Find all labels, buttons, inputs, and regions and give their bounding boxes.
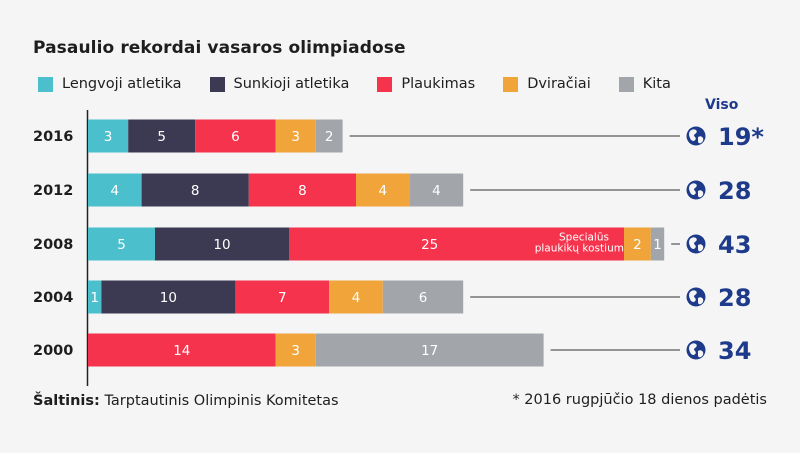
data-label: 8: [298, 183, 307, 199]
legend-item: Sunkioji atletika: [209, 76, 350, 92]
data-label: 2: [633, 237, 642, 253]
data-label: 4: [432, 183, 441, 199]
data-label: 25: [421, 237, 438, 253]
legend-label: Lengvoji atletika: [62, 76, 182, 92]
source-note: Šaltinis: Tarptautinis Olimpinis Komitet…: [33, 393, 339, 409]
bar-segment: [88, 333, 276, 367]
bar-segment: [289, 227, 624, 261]
data-label: 4: [379, 183, 388, 199]
category-label: 2012: [33, 183, 73, 199]
category-label: 2008: [33, 237, 73, 253]
bar-segment: [88, 173, 142, 207]
legend-label: Sunkioji atletika: [233, 76, 350, 92]
bar-segment: [409, 173, 464, 207]
bar-segment: [155, 227, 289, 261]
data-label: 6: [231, 129, 240, 145]
globe-icon: [686, 234, 706, 254]
data-label: 1: [653, 237, 662, 253]
data-label: 5: [157, 129, 166, 145]
data-label: 10: [160, 290, 177, 306]
bar-segment: [88, 119, 129, 153]
bar-segment: [141, 173, 249, 207]
legend: Lengvoji atletika Sunkioji atletika Plauki…: [38, 76, 671, 92]
date-footnote: * 2016 rugpjūčio 18 dienos padėtis: [512, 392, 767, 408]
source-text: Tarptautinis Olimpinis Komitetas: [104, 393, 339, 409]
data-label: 3: [104, 129, 113, 145]
data-label: 6: [419, 290, 428, 306]
data-label: 4: [111, 183, 120, 199]
legend-swatch: [503, 76, 519, 92]
legend-swatch: [38, 76, 53, 92]
total-value: 28: [718, 177, 751, 205]
legend-swatch: [377, 76, 393, 92]
legend-label: Dviračiai: [527, 76, 591, 92]
bar-segment: [235, 280, 330, 314]
bar-segment: [88, 280, 102, 314]
total-value: 19*: [718, 123, 764, 151]
total-value: 34: [718, 337, 751, 365]
globe-icon: [686, 340, 706, 360]
annotation-text: Specialūs: [559, 232, 609, 244]
legend-item: Dviračiai: [503, 76, 591, 92]
legend-item: Kita: [618, 76, 671, 92]
bar-segment: [315, 119, 343, 153]
legend-label: Kita: [642, 76, 671, 92]
bar-segment: [315, 333, 544, 367]
data-label: 3: [291, 129, 300, 145]
globe-icon: [686, 126, 706, 146]
legend-swatch: [209, 76, 225, 92]
globe-icon: [686, 287, 706, 307]
legend-swatch: [618, 76, 634, 92]
bar-segment: [275, 333, 316, 367]
bar-segment: [329, 280, 383, 314]
bar-segment: [101, 280, 236, 314]
legend-item: Plaukimas: [377, 76, 475, 92]
bar-segment: [382, 280, 464, 314]
globe-icon: [686, 180, 706, 200]
total-value: 28: [718, 284, 751, 312]
bar-segment: [650, 227, 665, 261]
legend-label: Plaukimas: [401, 76, 476, 92]
bar-segment: [356, 173, 410, 207]
bar-segment: [195, 119, 276, 153]
data-label: 17: [421, 343, 438, 359]
chart-title: Pasaulio rekordai vasaros olimpiadose: [33, 38, 406, 58]
data-label: 1: [90, 290, 99, 306]
bar-segment: [248, 173, 356, 207]
data-label: 10: [213, 237, 230, 253]
bar-segment: [624, 227, 651, 261]
data-label: 7: [278, 290, 287, 306]
annotation-text: plaukikų kostiumai: [535, 243, 634, 255]
data-label: 3: [291, 343, 300, 359]
category-label: 2004: [33, 290, 73, 306]
total-value: 43: [718, 231, 751, 259]
data-label: 2: [325, 129, 334, 145]
category-label: 2000: [33, 343, 73, 359]
data-label: 4: [352, 290, 361, 306]
total-header: Viso: [705, 97, 739, 113]
data-label: 5: [117, 237, 126, 253]
data-label: 8: [191, 183, 200, 199]
source-label: Šaltinis:: [33, 393, 100, 409]
bar-segment: [88, 227, 155, 261]
legend-item: Lengvoji atletika: [38, 76, 182, 92]
bar-segment: [275, 119, 316, 153]
category-label: 2016: [33, 129, 73, 145]
bar-segment: [128, 119, 196, 153]
data-label: 14: [173, 343, 190, 359]
